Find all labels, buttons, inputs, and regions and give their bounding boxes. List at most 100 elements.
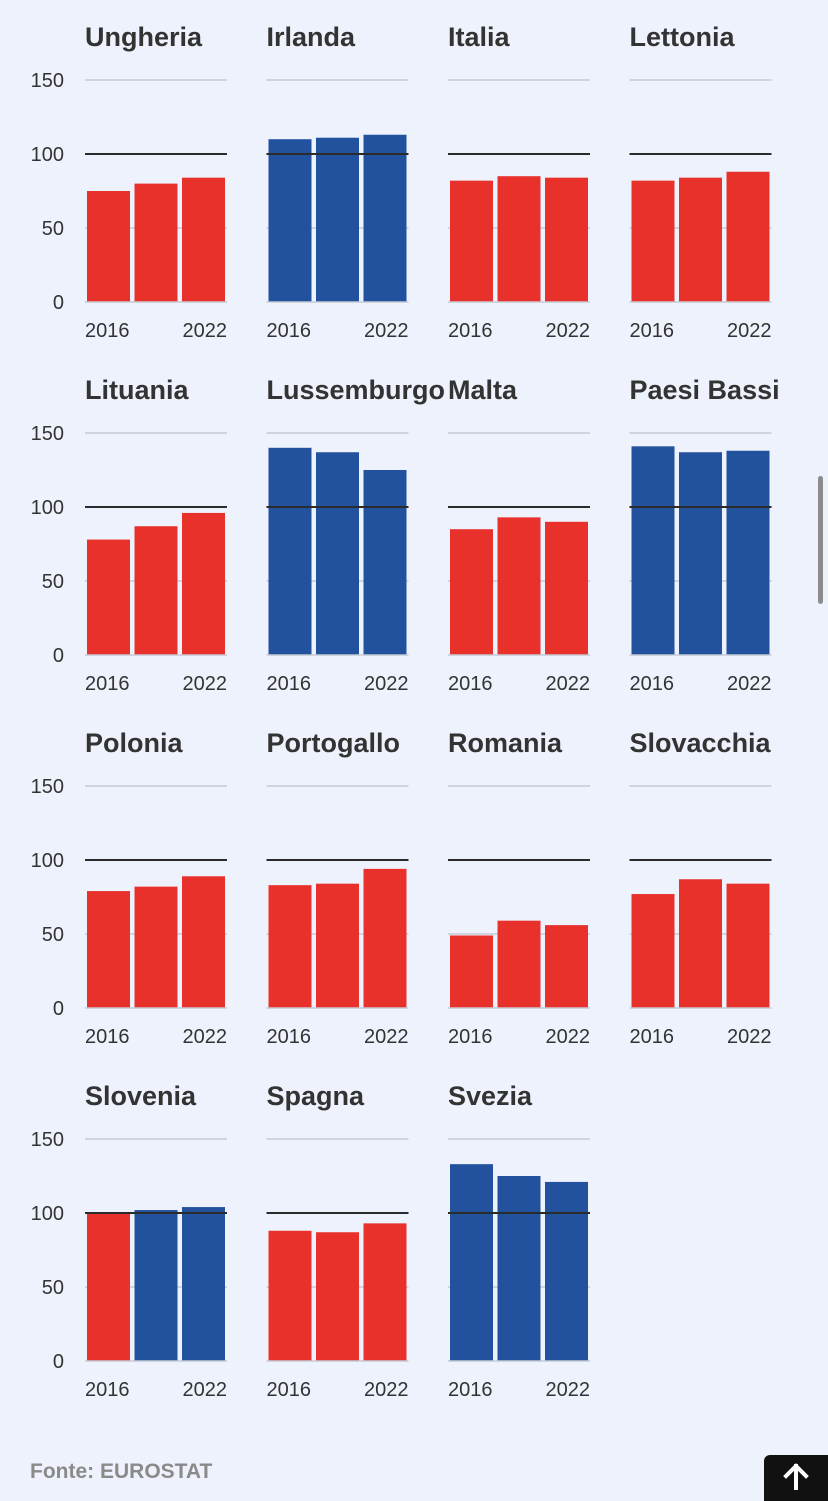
y-tick-label: 150 (31, 423, 64, 445)
bar (134, 886, 178, 1008)
y-tick-label: 0 (53, 645, 64, 667)
panel-title: Lussemburgo (267, 375, 446, 405)
back-to-top-button[interactable] (764, 1455, 828, 1501)
bar (268, 139, 312, 302)
bar (268, 447, 312, 655)
x-tick-label: 2016 (267, 320, 312, 342)
panel-ungheria: 0 50 100 150 Ungheria 2016 2022 (31, 22, 227, 342)
y-tick-label: 50 (42, 1277, 64, 1299)
bar (450, 529, 493, 655)
panel-title: Polonia (85, 728, 183, 758)
bar (134, 1210, 178, 1361)
bar (545, 521, 588, 655)
x-tick-label: 2016 (85, 1026, 130, 1048)
bar (545, 1181, 588, 1361)
panel-title: Slovacchia (630, 728, 772, 758)
y-tick-label: 100 (31, 144, 64, 166)
x-tick-label: 2016 (630, 673, 675, 695)
bar (631, 446, 675, 655)
panel-title: Malta (448, 375, 518, 405)
x-tick-label: 2016 (448, 1379, 493, 1401)
panel-italia: Italia 2016 2022 (448, 22, 590, 342)
bar (726, 450, 770, 655)
panel-slovacchia: Slovacchia 2016 2022 (629, 728, 772, 1048)
bar (316, 1232, 359, 1361)
x-tick-label: 2022 (727, 320, 772, 342)
y-tick-label: 50 (42, 218, 64, 240)
panel-spagna: Spagna 2016 2022 (266, 1081, 409, 1401)
x-tick-label: 2016 (448, 1026, 493, 1048)
bar (726, 171, 770, 302)
arrow-up-icon (781, 1461, 811, 1496)
x-tick-label: 2016 (448, 673, 493, 695)
bar (679, 452, 722, 655)
y-tick-label: 0 (53, 1351, 64, 1373)
bar (450, 1164, 493, 1361)
bar (631, 894, 675, 1008)
x-tick-label: 2022 (727, 1026, 772, 1048)
bar (679, 177, 722, 302)
panel-portogallo: Portogallo 2016 2022 (266, 728, 409, 1048)
bar (450, 180, 493, 302)
bar (268, 885, 312, 1008)
scrollbar-thumb[interactable] (818, 476, 823, 604)
bar (316, 883, 359, 1008)
bar (134, 183, 178, 302)
y-tick-label: 100 (31, 1203, 64, 1225)
x-tick-label: 2016 (85, 1379, 130, 1401)
bar (726, 883, 770, 1008)
bar (497, 517, 541, 655)
panel-title: Lettonia (630, 22, 736, 52)
bar (182, 876, 225, 1008)
panel-title: Paesi Bassi (630, 375, 780, 405)
x-tick-label: 2022 (727, 673, 772, 695)
x-tick-label: 2016 (630, 1026, 675, 1048)
panel-title: Ungheria (85, 22, 203, 52)
x-tick-label: 2022 (546, 673, 591, 695)
y-tick-label: 0 (53, 998, 64, 1020)
panel-lituania: 0 50 100 150 Lituania 2016 2022 (31, 375, 227, 695)
bar (87, 191, 130, 302)
y-tick-label: 100 (31, 850, 64, 872)
bar (182, 1207, 225, 1361)
panel-lettonia: Lettonia 2016 2022 (629, 22, 772, 342)
panel-paesi-bassi: Paesi Bassi 2016 2022 (629, 375, 780, 695)
bar (268, 1230, 312, 1361)
bar (182, 512, 225, 655)
y-tick-label: 0 (53, 292, 64, 314)
x-tick-label: 2022 (546, 1379, 591, 1401)
bar (497, 920, 541, 1008)
bar (545, 177, 588, 302)
bar (316, 137, 359, 302)
y-tick-label: 150 (31, 70, 64, 92)
bar (631, 180, 675, 302)
bar (497, 1176, 541, 1361)
y-tick-label: 150 (31, 776, 64, 798)
x-tick-label: 2016 (85, 320, 130, 342)
x-tick-label: 2016 (267, 1379, 312, 1401)
x-tick-label: 2022 (364, 673, 409, 695)
y-tick-label: 50 (42, 571, 64, 593)
x-tick-label: 2022 (183, 1379, 228, 1401)
x-tick-label: 2022 (183, 320, 228, 342)
panel-polonia: 0 50 100 150 Polonia 2016 2022 (31, 728, 227, 1048)
panel-title: Slovenia (85, 1081, 197, 1111)
x-tick-label: 2016 (267, 1026, 312, 1048)
bar (363, 1223, 407, 1361)
bar (545, 925, 588, 1008)
panel-svezia: Svezia 2016 2022 (448, 1081, 590, 1401)
x-tick-label: 2016 (448, 320, 493, 342)
bar (87, 891, 130, 1008)
bar (363, 134, 407, 302)
y-tick-label: 50 (42, 924, 64, 946)
x-tick-label: 2022 (364, 1379, 409, 1401)
panel-title: Romania (448, 728, 563, 758)
panel-irlanda: Irlanda 2016 2022 (266, 22, 409, 342)
panel-title: Portogallo (267, 728, 401, 758)
bar (679, 879, 722, 1008)
y-tick-label: 150 (31, 1129, 64, 1151)
x-tick-label: 2022 (364, 320, 409, 342)
bar (363, 868, 407, 1008)
panel-title: Irlanda (267, 22, 357, 52)
